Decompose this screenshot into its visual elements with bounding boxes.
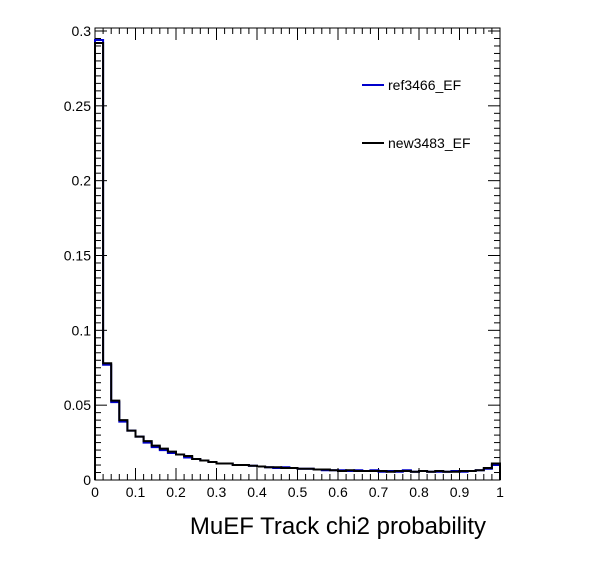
y-axis: 0 0.05 0.1 0.15 0.2 0.25 0.3 [64, 23, 500, 488]
series-layer [94, 38, 501, 480]
y-tick-label: 0.25 [64, 98, 91, 114]
x-tick-label: 0.6 [328, 484, 348, 500]
x-axis: 0 0.1 0.2 0.3 0.4 0.5 0.6 0.7 0.8 0.9 1 [91, 28, 504, 500]
x-tick-label: 0.1 [126, 484, 146, 500]
y-tick-label: 0.05 [64, 397, 91, 413]
x-tick-label: 0.9 [450, 484, 470, 500]
x-tick-label: 0.7 [369, 484, 389, 500]
legend-label-ref3466: ref3466_EF [388, 77, 461, 93]
x-tick-label: 0.5 [288, 484, 308, 500]
y-tick-label: 0.15 [64, 247, 91, 263]
x-tick-label: 0 [91, 484, 99, 500]
y-tick-label: 0 [83, 472, 91, 488]
y-tick-label: 0.1 [72, 322, 92, 338]
x-tick-label: 0.8 [409, 484, 429, 500]
x-tick-label: 0.4 [247, 484, 267, 500]
legend-label-new3483: new3483_EF [388, 135, 471, 151]
x-axis-title: MuEF Track chi2 probability [190, 513, 486, 540]
legend: ref3466_EF new3483_EF [356, 62, 488, 170]
x-tick-label: 1 [496, 484, 504, 500]
series-line-new3483_EF [94, 41, 501, 480]
y-tick-label: 0.3 [72, 23, 92, 39]
y-tick-label: 0.2 [72, 173, 92, 189]
x-tick-label: 0.3 [207, 484, 227, 500]
x-tick-label: 0.2 [166, 484, 186, 500]
legend-box [356, 62, 488, 170]
